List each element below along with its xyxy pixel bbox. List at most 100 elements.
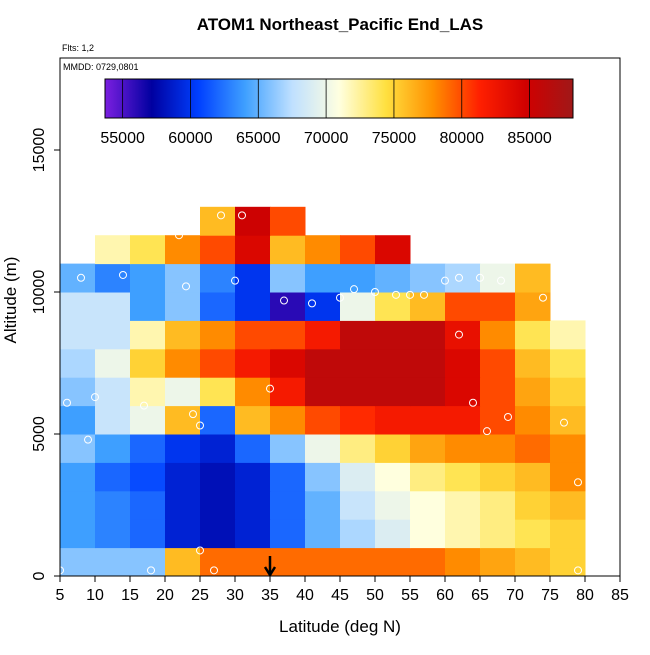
- sample-point: [441, 276, 449, 285]
- heat-cell: [305, 547, 341, 577]
- heat-cell: [200, 235, 236, 265]
- sample-point: [406, 290, 414, 299]
- heat-cell: [515, 377, 551, 407]
- heat-cell: [130, 462, 166, 492]
- heat-cell: [200, 292, 236, 321]
- heat-cell: [410, 434, 446, 463]
- heat-cell: [375, 377, 411, 407]
- heat-cell: [515, 405, 551, 435]
- heat-cell: [130, 292, 166, 321]
- heat-cell: [235, 519, 271, 549]
- heat-cell: [165, 434, 201, 463]
- y-tick-label: 5000: [31, 416, 48, 452]
- heat-cell: [95, 462, 131, 492]
- heat-cell: [445, 434, 481, 463]
- heat-cell: [305, 348, 341, 378]
- heat-cell: [200, 547, 236, 577]
- heat-cell: [200, 434, 236, 463]
- heat-cell: [305, 462, 341, 492]
- heat-cell: [270, 547, 306, 577]
- heat-cell: [200, 206, 236, 236]
- heat-cell: [445, 405, 481, 435]
- heat-cell: [375, 235, 411, 265]
- heat-cell: [235, 292, 271, 321]
- heat-cell: [515, 490, 551, 520]
- heat-cell: [130, 348, 166, 378]
- heat-cell: [480, 292, 516, 321]
- heat-cell: [515, 292, 551, 321]
- heat-cell: [270, 263, 306, 293]
- heat-cell: [270, 519, 306, 549]
- heat-cell: [130, 519, 166, 549]
- heat-cell: [130, 320, 166, 350]
- heat-cell: [480, 377, 516, 407]
- heat-cell: [235, 320, 271, 350]
- heat-cell: [550, 547, 586, 577]
- sample-point: [182, 282, 190, 291]
- heat-cell: [445, 292, 481, 321]
- sample-point: [476, 273, 484, 282]
- heat-cell: [375, 490, 411, 520]
- heat-cell: [200, 490, 236, 520]
- heat-cell: [410, 405, 446, 435]
- x-tick-label: 70: [506, 587, 524, 604]
- heat-cell: [340, 462, 376, 492]
- end-marker-head: [263, 566, 277, 578]
- heat-cell: [200, 377, 236, 407]
- y-tick-label: 15000: [31, 128, 48, 173]
- heat-cell: [130, 490, 166, 520]
- sample-point: [371, 288, 379, 297]
- chart-title: ATOM1 Northeast_Pacific End_LAS: [197, 15, 484, 34]
- heat-cell: [410, 519, 446, 549]
- heat-cell: [305, 235, 341, 265]
- sample-point: [147, 566, 155, 575]
- heat-cell: [410, 547, 446, 577]
- colorbar-tick-label: 80000: [440, 130, 485, 147]
- x-tick-label: 85: [611, 587, 629, 604]
- sample-point: [574, 566, 582, 575]
- heat-cell: [235, 462, 271, 492]
- heat-cell: [165, 405, 201, 435]
- heat-cell: [340, 434, 376, 463]
- y-tick-label: 10000: [31, 270, 48, 315]
- heat-cell: [95, 405, 131, 435]
- heat-cell: [60, 490, 96, 520]
- colorbar: [104, 78, 574, 119]
- heat-cell: [165, 320, 201, 350]
- heat-cell: [165, 547, 201, 577]
- heat-cell: [270, 405, 306, 435]
- note: Flts: 1,2: [62, 43, 94, 53]
- sample-point: [336, 293, 344, 302]
- heat-cell: [305, 434, 341, 463]
- heat-cell: [270, 377, 306, 407]
- colorbar-tick-label: 75000: [372, 130, 417, 147]
- heat-cell: [445, 377, 481, 407]
- x-tick-label: 30: [226, 587, 244, 604]
- heat-cell: [60, 405, 96, 435]
- sample-point: [560, 418, 568, 427]
- heat-cell: [235, 490, 271, 520]
- sample-point: [483, 427, 491, 436]
- sample-point: [455, 273, 463, 282]
- heat-cell: [375, 405, 411, 435]
- sample-point: [266, 384, 274, 393]
- sample-point: [231, 276, 239, 285]
- x-tick-label: 45: [331, 587, 349, 604]
- heat-cell: [375, 434, 411, 463]
- heat-cell: [60, 292, 96, 321]
- heat-cell: [410, 292, 446, 321]
- heat-cell: [165, 292, 201, 321]
- sample-point: [63, 398, 71, 407]
- heat-cell: [305, 320, 341, 350]
- heat-cell: [270, 434, 306, 463]
- x-tick-label: 50: [366, 587, 384, 604]
- heat-cell: [340, 547, 376, 577]
- sample-point: [210, 566, 218, 575]
- heat-cell: [270, 206, 306, 236]
- heat-cell: [340, 490, 376, 520]
- heat-cell: [270, 235, 306, 265]
- x-tick-label: 60: [436, 587, 454, 604]
- heat-cell: [515, 263, 551, 293]
- heat-cell: [130, 377, 166, 407]
